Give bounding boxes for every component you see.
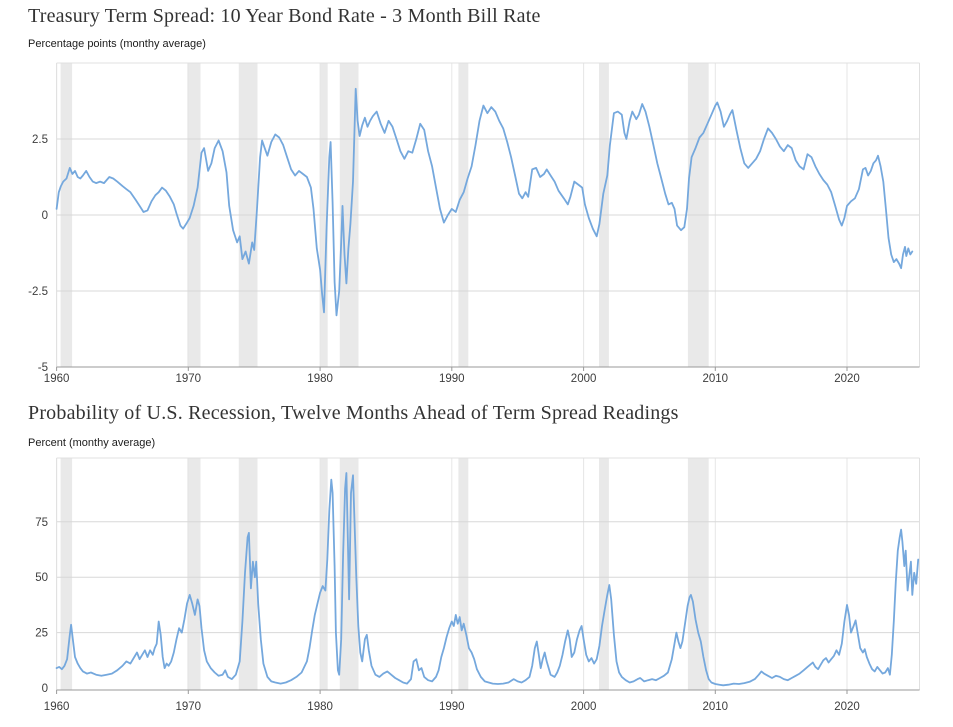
y-tick-label: 75 [35, 517, 48, 529]
y-tick-label: 25 [35, 628, 48, 640]
x-tick-label: 2020 [834, 373, 860, 385]
recession-band [238, 458, 258, 690]
y-tick-label: 2.5 [32, 134, 48, 146]
x-tick-label: 2000 [571, 373, 597, 385]
term-spread-unit-label: Percentage points (monthy average) [28, 38, 206, 50]
y-tick-label: -5 [38, 362, 48, 374]
series-line [55, 472, 920, 687]
x-tick-label: 2010 [703, 373, 729, 385]
recession-band [458, 458, 469, 690]
recession-band [599, 458, 609, 690]
recession-probability-unit-label: Percent (monthy average) [28, 437, 156, 449]
y-tick-label: 0 [42, 683, 48, 695]
term-spread-chart-title: Treasury Term Spread: 10 Year Bond Rate … [28, 5, 541, 27]
recession-band [60, 458, 73, 690]
x-tick-label: 1990 [439, 373, 465, 385]
x-tick-label: 1990 [439, 701, 465, 713]
y-tick-label: 50 [35, 572, 48, 584]
recession-probability-chart-title: Probability of U.S. Recession, Twelve Mo… [28, 402, 679, 424]
x-tick-label: 1960 [44, 701, 70, 713]
x-tick-label: 2020 [834, 701, 860, 713]
x-tick-label: 1980 [307, 373, 333, 385]
x-tick-label: 1970 [176, 373, 202, 385]
recession-band [320, 458, 328, 690]
series-line [55, 87, 914, 317]
y-tick-label: 0 [42, 210, 48, 222]
x-tick-label: 1980 [307, 701, 333, 713]
recession-band [687, 458, 709, 690]
x-tick-label: 1960 [44, 373, 70, 385]
recession-band [187, 458, 201, 690]
x-tick-label: 1970 [176, 701, 202, 713]
x-tick-label: 2000 [571, 701, 597, 713]
y-tick-label: -2.5 [28, 286, 48, 298]
x-tick-label: 2010 [703, 701, 729, 713]
